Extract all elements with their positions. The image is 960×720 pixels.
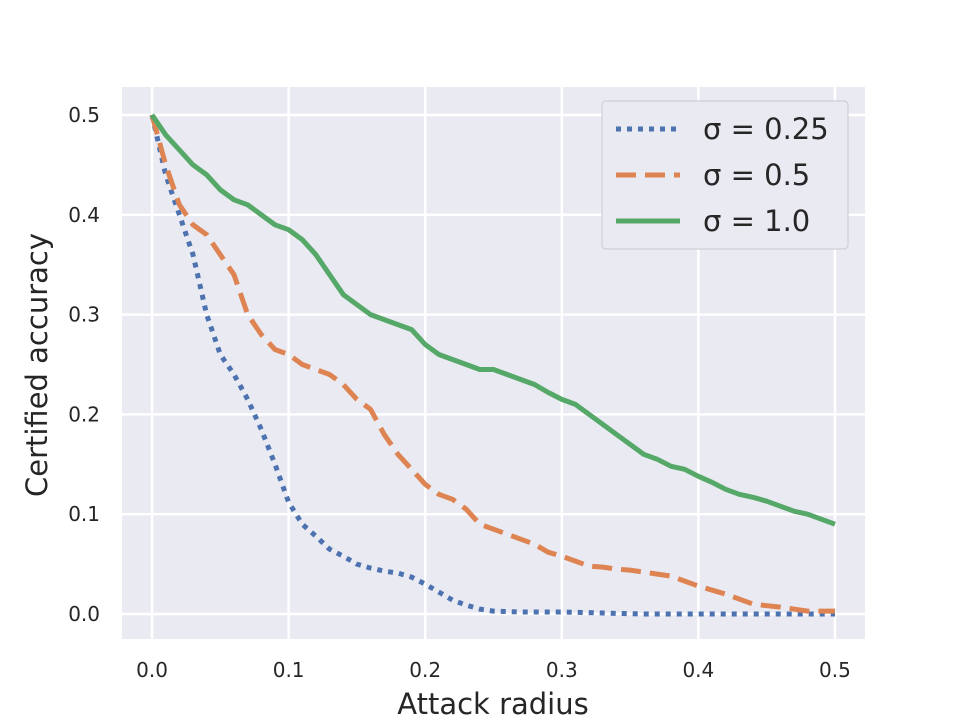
x-tick-label: 0.2 xyxy=(409,658,441,682)
y-tick-label: 0.2 xyxy=(68,402,100,426)
x-tick-labels: 0.0 0.1 0.2 0.3 0.4 0.5 xyxy=(136,658,851,682)
legend-entry-3: σ = 1.0 xyxy=(703,204,810,238)
x-tick-label: 0.4 xyxy=(682,658,714,682)
legend: σ = 0.25 σ = 0.5 σ = 1.0 xyxy=(601,100,849,250)
x-tick-label: 0.0 xyxy=(136,658,168,682)
legend-box xyxy=(601,100,849,250)
series-line-2 xyxy=(149,114,835,614)
y-tick-label: 0.4 xyxy=(68,203,100,227)
y-tick-label: 0.1 xyxy=(68,502,100,526)
x-axis-label: Attack radius xyxy=(397,687,588,720)
series-line-3 xyxy=(149,113,836,527)
legend-entry-1: σ = 0.25 xyxy=(703,112,829,146)
series-lines xyxy=(149,113,836,617)
y-axis-label: Certified accuracy xyxy=(20,233,54,497)
x-tick-label: 0.1 xyxy=(273,658,305,682)
y-tick-label: 0.3 xyxy=(68,303,100,327)
y-tick-label: 0.5 xyxy=(68,103,100,127)
legend-entry-2: σ = 0.5 xyxy=(703,158,810,192)
y-tick-labels: 0.0 0.1 0.2 0.3 0.4 0.5 xyxy=(68,103,100,626)
y-tick-label: 0.0 xyxy=(68,602,100,626)
x-tick-label: 0.5 xyxy=(819,658,851,682)
x-tick-label: 0.3 xyxy=(546,658,578,682)
series-line-1 xyxy=(149,114,835,617)
